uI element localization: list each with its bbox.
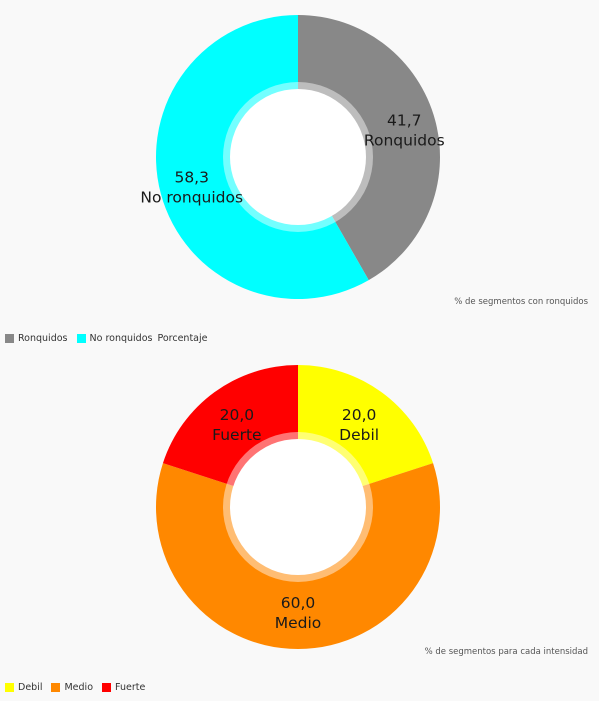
slice-name: Ronquidos — [364, 132, 445, 150]
donut-hole — [230, 89, 366, 225]
slice-label-no-ronquidos: 58,3 No ronquidos — [140, 168, 243, 206]
legend-item-ronquidos[interactable]: Ronquidos — [5, 333, 68, 344]
slice-label-debil: 20,0 Debil — [339, 406, 379, 444]
legend-swatch — [76, 334, 86, 343]
slice-value: 41,7 — [387, 112, 422, 130]
legend-label: Medio — [64, 682, 94, 693]
slice-name: Fuerte — [212, 426, 261, 444]
slice-label-ronquidos: 41,7 Ronquidos — [364, 112, 445, 150]
legend-swatch — [5, 683, 14, 692]
slice-name: Debil — [339, 426, 379, 444]
chart-description: % de segmentos con ronquidos — [454, 297, 588, 307]
snoring-donut: 41,7 Ronquidos 58,3 No ronquidos — [140, 15, 445, 300]
slice-name: No ronquidos — [140, 188, 243, 206]
slice-value: 20,0 — [220, 406, 255, 424]
legend-label: Debil — [18, 682, 43, 693]
legend-item-debil[interactable]: Debil — [5, 682, 42, 693]
chart-description: % de segmentos para cada intensidad — [424, 647, 588, 657]
slice-name: Medio — [275, 614, 322, 632]
legend: Ronquidos No ronquidos Porcentaje — [5, 333, 207, 344]
slice-value: 20,0 — [342, 406, 377, 424]
legend-swatch — [5, 334, 14, 343]
intensity-chart: 20,0 Debil 60,0 Medio 20,0 Fuerte % de segmen… — [0, 350, 599, 701]
legend-label: No ronquidos — [89, 333, 153, 344]
legend-item-fuerte[interactable]: Fuerte — [102, 682, 145, 693]
legend-label: Fuerte — [115, 682, 146, 693]
slice-label-fuerte: 20,0 Fuerte — [212, 406, 261, 444]
legend-item-no-ronquidos[interactable]: No ronquidos — [76, 333, 153, 344]
legend-item-medio[interactable]: Medio — [51, 682, 93, 693]
legend-swatch — [51, 683, 61, 692]
donut-hole — [230, 439, 366, 575]
legend: Debil Medio Fuerte — [5, 682, 154, 693]
legend-label: Ronquidos — [18, 333, 68, 344]
slice-value: 58,3 — [174, 168, 209, 186]
legend-unit-label: Porcentaje — [157, 333, 208, 344]
slice-label-medio: 60,0 Medio — [275, 594, 322, 632]
legend-swatch — [102, 683, 112, 692]
slice-value: 60,0 — [281, 594, 316, 612]
snoring-chart: 41,7 Ronquidos 58,3 No ronquidos % de segme… — [0, 0, 599, 350]
intensity-donut: 20,0 Debil 60,0 Medio 20,0 Fuerte — [156, 365, 440, 649]
